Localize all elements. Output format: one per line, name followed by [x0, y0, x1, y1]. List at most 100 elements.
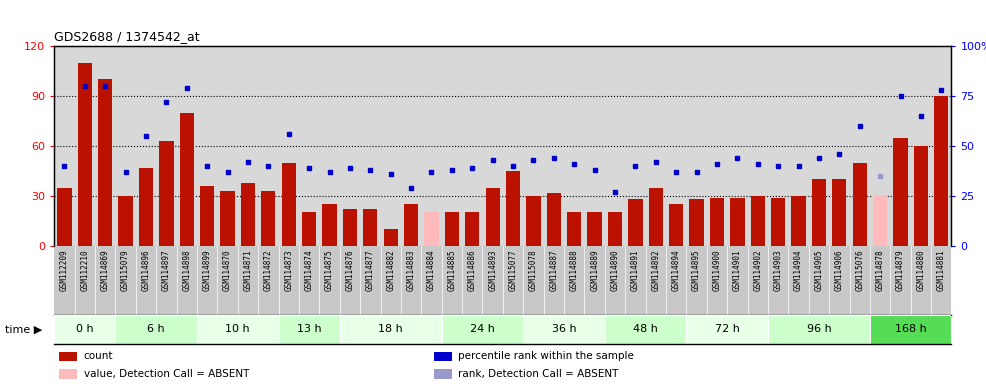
Bar — [384, 229, 397, 246]
Bar — [343, 209, 357, 246]
Text: GSM114894: GSM114894 — [671, 249, 680, 291]
Bar — [115, 246, 136, 315]
Bar — [543, 246, 564, 315]
Text: GDS2688 / 1374542_at: GDS2688 / 1374542_at — [54, 30, 200, 43]
Text: GSM114892: GSM114892 — [652, 249, 661, 291]
Text: GSM114879: GSM114879 — [896, 249, 905, 291]
Bar — [176, 246, 197, 315]
Bar — [604, 246, 625, 315]
Text: GSM115078: GSM115078 — [528, 249, 538, 291]
Text: GSM114898: GSM114898 — [182, 249, 191, 291]
Bar — [282, 162, 296, 246]
Text: GSM114902: GSM114902 — [753, 249, 762, 291]
Bar — [649, 187, 663, 246]
Text: GSM114876: GSM114876 — [345, 249, 354, 291]
Text: count: count — [84, 351, 113, 361]
Bar — [731, 197, 744, 246]
Bar — [564, 246, 585, 315]
Bar — [625, 246, 646, 315]
Bar — [890, 246, 911, 315]
Bar — [217, 246, 238, 315]
FancyBboxPatch shape — [279, 315, 340, 344]
FancyBboxPatch shape — [870, 315, 951, 344]
Text: GSM114878: GSM114878 — [876, 249, 884, 291]
Text: 72 h: 72 h — [715, 324, 740, 334]
Text: GSM114897: GSM114897 — [162, 249, 171, 291]
Bar — [546, 192, 561, 246]
Text: GSM114885: GSM114885 — [448, 249, 457, 291]
Bar — [340, 246, 360, 315]
Text: GSM114887: GSM114887 — [549, 249, 558, 291]
Bar — [482, 246, 503, 315]
Text: GSM114872: GSM114872 — [264, 249, 273, 291]
Bar — [57, 187, 72, 246]
Text: GSM114900: GSM114900 — [713, 249, 722, 291]
Bar — [567, 212, 582, 246]
Bar — [771, 197, 785, 246]
Bar — [728, 246, 747, 315]
Text: GSM114904: GSM114904 — [794, 249, 803, 291]
FancyBboxPatch shape — [340, 315, 442, 344]
Bar — [434, 351, 452, 361]
Bar — [832, 179, 846, 246]
FancyBboxPatch shape — [442, 315, 524, 344]
Text: GSM115079: GSM115079 — [121, 249, 130, 291]
FancyBboxPatch shape — [197, 315, 279, 344]
Bar — [54, 246, 75, 315]
Text: GSM114899: GSM114899 — [203, 249, 212, 291]
Bar — [485, 187, 500, 246]
Bar — [686, 246, 707, 315]
Text: GSM114871: GSM114871 — [244, 249, 252, 291]
Bar — [911, 246, 931, 315]
Bar — [465, 212, 479, 246]
Text: GSM114873: GSM114873 — [284, 249, 293, 291]
Bar — [829, 246, 850, 315]
Text: percentile rank within the sample: percentile rank within the sample — [458, 351, 634, 361]
FancyBboxPatch shape — [115, 315, 197, 344]
Text: GSM114875: GSM114875 — [325, 249, 334, 291]
Bar — [914, 146, 928, 246]
Bar — [59, 351, 77, 361]
Bar — [322, 204, 336, 246]
Text: 0 h: 0 h — [76, 324, 94, 334]
Bar — [200, 186, 214, 246]
Bar — [136, 246, 156, 315]
Bar — [98, 79, 112, 246]
Text: 10 h: 10 h — [226, 324, 250, 334]
FancyBboxPatch shape — [604, 315, 686, 344]
Bar — [809, 246, 829, 315]
Bar — [75, 246, 95, 315]
Text: 18 h: 18 h — [379, 324, 403, 334]
Text: GSM114886: GSM114886 — [467, 249, 477, 291]
Bar — [789, 246, 809, 315]
Bar — [434, 369, 452, 379]
Bar — [179, 113, 194, 246]
Text: GSM114901: GSM114901 — [733, 249, 741, 291]
Text: 168 h: 168 h — [895, 324, 927, 334]
Bar — [669, 204, 683, 246]
FancyBboxPatch shape — [768, 315, 870, 344]
Bar — [747, 246, 768, 315]
Bar — [811, 179, 826, 246]
Text: GSM112210: GSM112210 — [80, 249, 90, 291]
Text: 24 h: 24 h — [470, 324, 495, 334]
Text: GSM114890: GSM114890 — [610, 249, 619, 291]
Text: GSM114880: GSM114880 — [916, 249, 926, 291]
Text: 36 h: 36 h — [552, 324, 577, 334]
Bar — [160, 141, 174, 246]
Bar — [870, 246, 890, 315]
Text: GSM114896: GSM114896 — [142, 249, 151, 291]
Bar — [934, 96, 949, 246]
Bar — [238, 246, 258, 315]
Text: GSM114882: GSM114882 — [387, 249, 395, 291]
Bar — [363, 209, 378, 246]
Bar — [302, 212, 317, 246]
Text: GSM114877: GSM114877 — [366, 249, 375, 291]
Bar — [893, 137, 908, 246]
Text: time ▶: time ▶ — [5, 324, 42, 334]
Text: GSM115077: GSM115077 — [509, 249, 518, 291]
Bar — [707, 246, 728, 315]
Bar — [424, 212, 439, 246]
Bar — [850, 246, 870, 315]
Bar — [404, 204, 418, 246]
